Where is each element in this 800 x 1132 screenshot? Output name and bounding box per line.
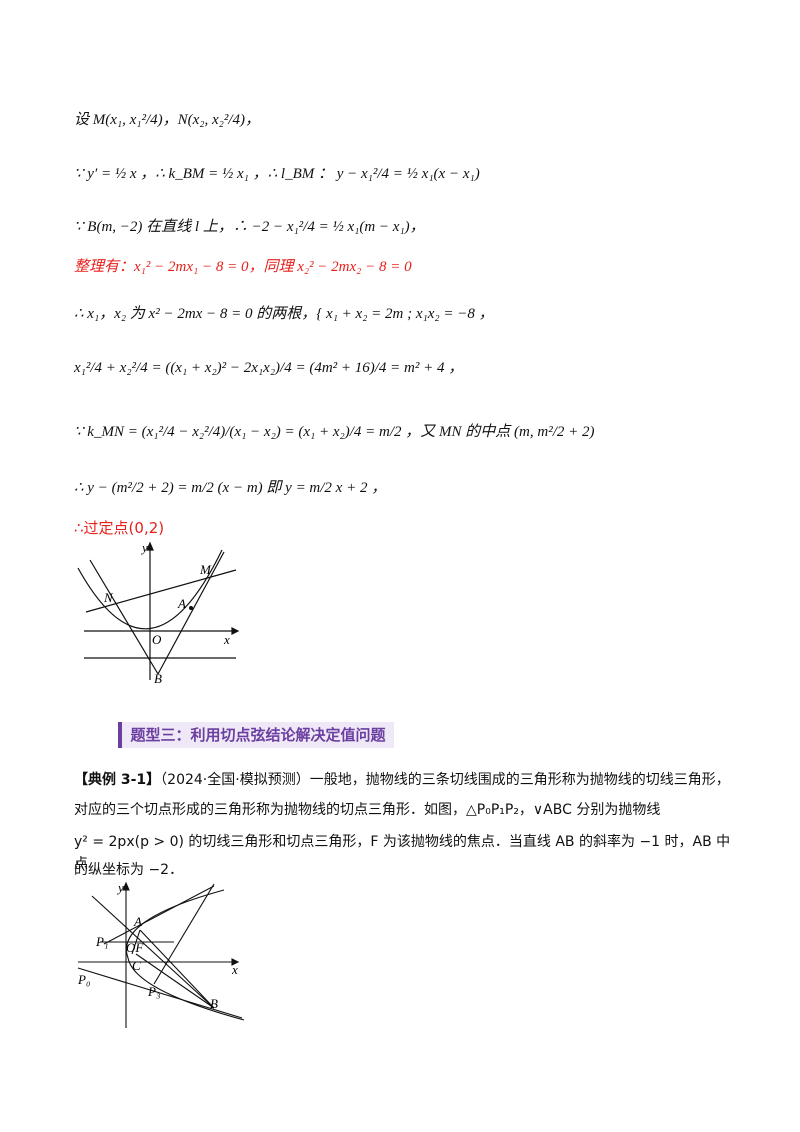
figure2-label-c: C bbox=[132, 958, 141, 973]
figure1-label-x: x bbox=[223, 632, 230, 647]
figure2-label-of: OF bbox=[126, 940, 144, 955]
line-fixed-point-text: ∴过定点(0,2) bbox=[74, 519, 165, 537]
figure1-tangent-bm bbox=[157, 551, 225, 675]
figure2-line-2 bbox=[77, 967, 243, 1019]
figure1-label-n: N bbox=[103, 590, 114, 605]
example-tag: 【典例 3-1】 bbox=[74, 772, 161, 788]
figure2-label-p3: P₃ bbox=[147, 984, 160, 999]
figure2-label-p1: P₁ bbox=[95, 934, 108, 949]
example-text-4: 的纵坐标为 −2． bbox=[74, 862, 184, 878]
section-title: 题型三：利用切点弦结论解决定值问题 bbox=[118, 722, 394, 748]
figure2-line-cb bbox=[135, 953, 215, 1009]
figure2-label-a: A bbox=[133, 914, 142, 929]
figure2-label-x: x bbox=[231, 962, 238, 977]
line-equation: ∴ y − (m²/2 + 2) = m/2 (x − m) 即 y = m/2… bbox=[74, 476, 386, 497]
figure2-label-b: B bbox=[210, 996, 218, 1011]
line-slope-mn: ∵ k_MN = (x₁²/4 − x₂²/4)/(x₁ − x₂) = (x₁… bbox=[74, 420, 595, 441]
figure2-line-ac bbox=[131, 929, 141, 955]
line-organize-text: 整理有：x₁² − 2mx₁ − 8 = 0，同理 x₂² − 2mx₂ − 8… bbox=[74, 259, 412, 275]
line-equation-text: ∴ y − (m²/2 + 2) = m/2 (x − m) 即 y = m/2… bbox=[74, 480, 387, 496]
figure1-parabola bbox=[77, 549, 223, 630]
line-roots-text: ∴ x₁，x₂ 为 x² − 2mx − 8 = 0 的两根，{ x₁ + x₂… bbox=[74, 306, 494, 322]
line-set-points: 设 M(x₁, x₁²/4)，N(x₂, x₂²/4)， bbox=[74, 108, 260, 129]
line-slope-mn-text: ∵ k_MN = (x₁²/4 − x₂²/4)/(x₁ − x₂) = (x₁… bbox=[74, 424, 595, 440]
figure2-line-p3 bbox=[153, 883, 215, 985]
line-point-b-text: ∵ B(m, −2) 在直线 l 上，∴ −2 − x₁²/4 = ½ x₁(m… bbox=[74, 219, 425, 235]
example-source: （2024·全国·模拟预测） bbox=[160, 772, 310, 788]
figure2-tangent-a bbox=[103, 885, 215, 945]
example-paragraph-3: y² = 2px(p > 0) 的切线三角形和切点三角形，F 为该抛物线的焦点．… bbox=[74, 832, 734, 875]
figure-tangent-triangle: y x A P₁ OF C P₀ P₃ B bbox=[77, 880, 245, 1028]
figure1-label-b: B bbox=[154, 671, 162, 685]
figure2-chord-ab bbox=[139, 929, 215, 1009]
figure2-x-arrow-icon bbox=[231, 958, 240, 966]
line-organize: 整理有：x₁² − 2mx₁ − 8 = 0，同理 x₂² − 2mx₂ − 8… bbox=[74, 255, 412, 276]
figure1-point-a bbox=[189, 606, 193, 610]
figure2-y-arrow-icon bbox=[122, 881, 130, 891]
example-text-2: 对应的三个切点形成的三角形称为抛物线的切点三角形．如图，△P₀P₁P₂，∨ABC… bbox=[74, 802, 661, 818]
figure2-label-y: y bbox=[116, 880, 124, 895]
line-fixed-point: ∴过定点(0,2) bbox=[74, 517, 164, 538]
example-paragraph: 【典例 3-1】（2024·全国·模拟预测）一般地，抛物线的三条切线围成的三角形… bbox=[74, 770, 734, 792]
figure1-label-o: O bbox=[152, 632, 162, 647]
line-roots: ∴ x₁，x₂ 为 x² − 2mx − 8 = 0 的两根，{ x₁ + x₂… bbox=[74, 302, 494, 323]
figure1-tangent-bn bbox=[89, 559, 159, 675]
figure2-line-1 bbox=[91, 895, 215, 1009]
figure1-x-arrow-icon bbox=[231, 627, 240, 635]
figure1-label-a: A bbox=[177, 596, 186, 611]
figure2-label-p0: P₀ bbox=[77, 972, 90, 987]
line-point-b: ∵ B(m, −2) 在直线 l 上，∴ −2 − x₁²/4 = ½ x₁(m… bbox=[74, 215, 425, 236]
example-text-3: y² = 2px(p > 0) 的切线三角形和切点三角形，F 为该抛物线的焦点．… bbox=[74, 834, 731, 872]
line-derivative: ∵ y′ = ½ x ，∴ k_BM = ½ x₁ ，∴ l_BM ： y − … bbox=[74, 162, 480, 183]
figure1-y-arrow-icon bbox=[146, 541, 154, 551]
example-paragraph-4: 的纵坐标为 −2． bbox=[74, 860, 734, 882]
example-paragraph-2: 对应的三个切点形成的三角形称为抛物线的切点三角形．如图，△P₀P₁P₂，∨ABC… bbox=[74, 800, 734, 822]
line-sum-text: x₁²/4 + x₂²/4 = ((x₁ + x₂)² − 2x₁x₂)/4 =… bbox=[74, 360, 464, 376]
line-sum: x₁²/4 + x₂²/4 = ((x₁ + x₂)² − 2x₁x₂)/4 =… bbox=[74, 356, 463, 377]
figure1-label-m: M bbox=[199, 562, 212, 577]
figure-parabola-tangents: y x M N A O B bbox=[77, 540, 240, 685]
figure1-label-y: y bbox=[140, 540, 148, 555]
example-text-1: 一般地，抛物线的三条切线围成的三角形称为抛物线的切线三角形， bbox=[309, 772, 730, 788]
line-set-points-text: 设 M(x₁, x₁²/4)，N(x₂, x₂²/4)， bbox=[74, 112, 261, 128]
line-derivative-text: ∵ y′ = ½ x ，∴ k_BM = ½ x₁ ，∴ l_BM ： y − … bbox=[74, 166, 480, 182]
